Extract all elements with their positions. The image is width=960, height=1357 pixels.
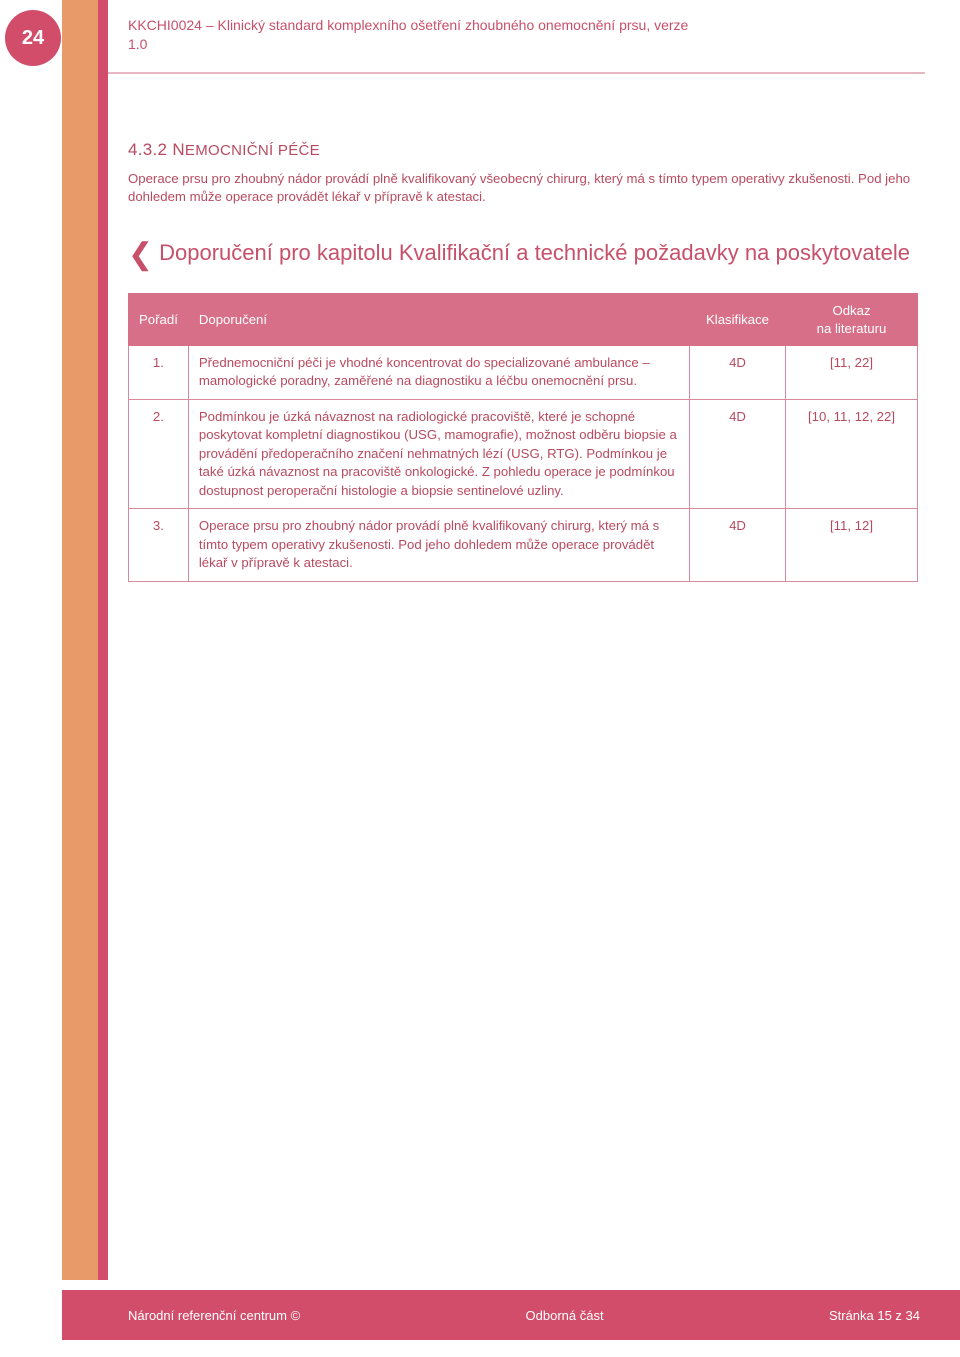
col-odkaz-line1: Odkaz <box>832 303 870 318</box>
section-number-title: 4.3.2 NEMOCNIČNÍ PÉČE <box>128 140 320 159</box>
header-title-line1: KKCHI0024 – Klinický standard komplexníh… <box>128 17 688 33</box>
row-odk: [11, 12] <box>786 509 918 581</box>
footer-center: Odborná část <box>300 1308 829 1323</box>
content: 4.3.2 NEMOCNIČNÍ PÉČE Operace prsu pro z… <box>128 140 918 582</box>
left-stripe-orange <box>62 0 98 1280</box>
table-row: 1. Přednemocniční péči je vhodné koncent… <box>129 345 918 399</box>
row-odk: [10, 11, 12, 22] <box>786 399 918 508</box>
row-klas: 4D <box>690 509 786 581</box>
footer: Národní referenční centrum © Odborná čás… <box>62 1290 960 1340</box>
row-number: 1. <box>129 345 189 399</box>
page: 24 KKCHI0024 – Klinický standard komplex… <box>0 0 960 1357</box>
row-number: 2. <box>129 399 189 508</box>
section-paragraph: Operace prsu pro zhoubný nádor provádí p… <box>128 170 918 207</box>
col-poradi: Pořadí <box>129 294 189 345</box>
row-number: 3. <box>129 509 189 581</box>
row-odk: [11, 22] <box>786 345 918 399</box>
page-number: 24 <box>22 27 44 50</box>
row-text: Podmínkou je úzká návaznost na radiologi… <box>188 399 689 508</box>
row-text: Operace prsu pro zhoubný nádor provádí p… <box>188 509 689 581</box>
header: KKCHI0024 – Klinický standard komplexníh… <box>108 0 960 72</box>
footer-left: Národní referenční centrum © <box>128 1308 300 1323</box>
quote-icon: ❮ <box>128 238 159 271</box>
col-doporuceni: Doporučení <box>188 294 689 345</box>
col-odkaz-line2: na literaturu <box>817 321 887 336</box>
table-row: 3. Operace prsu pro zhoubný nádor provád… <box>129 509 918 581</box>
left-stripe-pink <box>98 0 108 1280</box>
page-number-badge: 24 <box>5 10 61 66</box>
recommendation-heading-text: Doporučení pro kapitolu Kvalifikační a t… <box>159 240 910 265</box>
recommendation-heading: ❮Doporučení pro kapitolu Kvalifikační a … <box>128 235 918 276</box>
header-title-line2: 1.0 <box>128 36 147 52</box>
header-underline <box>108 72 925 74</box>
row-text: Přednemocniční péči je vhodné koncentrov… <box>188 345 689 399</box>
recommendation-table: Pořadí Doporučení Klasifikace Odkaz na l… <box>128 293 918 581</box>
col-odkaz: Odkaz na literaturu <box>786 294 918 345</box>
row-klas: 4D <box>690 399 786 508</box>
section-heading: 4.3.2 NEMOCNIČNÍ PÉČE <box>128 140 918 160</box>
row-klas: 4D <box>690 345 786 399</box>
table-header-row: Pořadí Doporučení Klasifikace Odkaz na l… <box>129 294 918 345</box>
footer-right: Stránka 15 z 34 <box>829 1308 920 1323</box>
col-klasifikace: Klasifikace <box>690 294 786 345</box>
table-row: 2. Podmínkou je úzká návaznost na radiol… <box>129 399 918 508</box>
